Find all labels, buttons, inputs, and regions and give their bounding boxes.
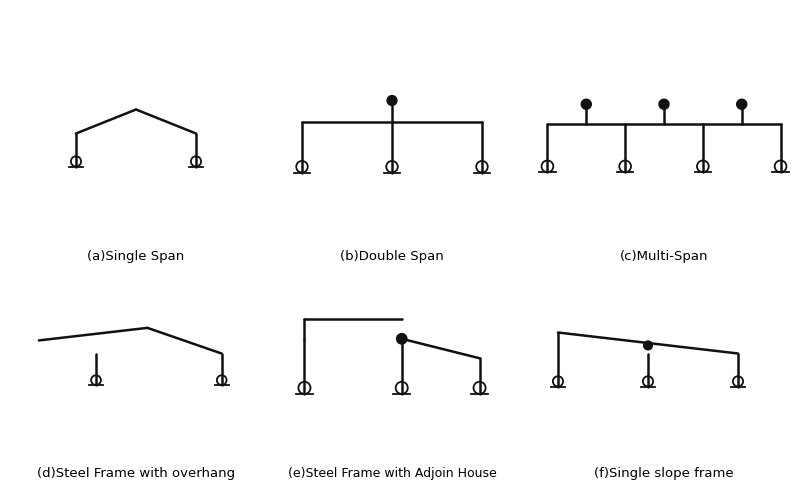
Circle shape [659,100,669,109]
Circle shape [737,100,746,109]
Text: (f)Single slope frame: (f)Single slope frame [594,468,734,480]
Text: (b)Double Span: (b)Double Span [340,250,444,263]
Text: (a)Single Span: (a)Single Span [87,250,185,263]
Text: (c)Multi-Span: (c)Multi-Span [620,250,708,263]
Text: (e)Steel Frame with Adjoin House: (e)Steel Frame with Adjoin House [288,468,496,480]
Circle shape [387,96,397,105]
Circle shape [582,100,591,109]
Circle shape [644,341,652,349]
Circle shape [397,334,406,344]
Text: (d)Steel Frame with overhang: (d)Steel Frame with overhang [37,468,235,480]
